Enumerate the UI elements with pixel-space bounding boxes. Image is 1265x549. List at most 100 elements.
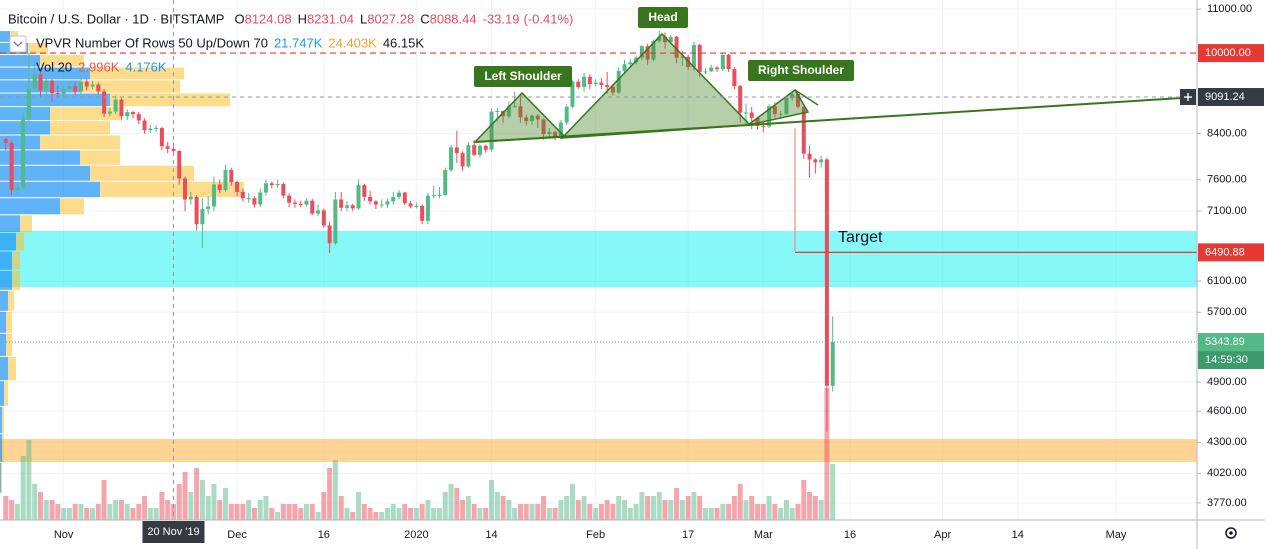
candle-body — [610, 87, 615, 93]
profile-up — [0, 434, 2, 462]
candle-body — [576, 81, 581, 88]
legend-text: Vol 20 — [36, 59, 72, 74]
volume-bar — [61, 508, 67, 520]
volume-bar — [535, 504, 541, 520]
volume-bar — [223, 488, 229, 520]
candle-body — [310, 200, 315, 214]
legend-text: VPVR Number Of Rows 50 Up/Down 70 — [36, 35, 268, 50]
candle-body — [431, 195, 436, 197]
volume-bar — [286, 504, 292, 520]
legend-text: 46.15K — [383, 35, 425, 50]
legend-text: 8124.08 — [245, 11, 292, 26]
candle-body — [570, 81, 575, 107]
collapse-button[interactable] — [9, 35, 27, 53]
volume-bar — [598, 504, 604, 520]
volume-bar — [390, 504, 396, 520]
crosshair-add-icon — [1184, 93, 1192, 102]
volume-bar — [72, 504, 78, 520]
legend-text: 2.996K — [78, 59, 120, 74]
candle-body — [107, 111, 112, 114]
volume-bar — [361, 504, 367, 520]
candle-body — [113, 99, 118, 112]
volume-bar — [460, 500, 466, 520]
volume-bar — [633, 504, 639, 520]
crosshair-date-bg — [142, 521, 205, 543]
countdown: 14:59:30 — [1205, 354, 1248, 366]
candle-body — [171, 148, 176, 151]
volume-bar — [824, 388, 830, 520]
profile-up — [0, 215, 20, 233]
candle-body — [159, 128, 164, 147]
volume-bar — [818, 500, 824, 520]
candle-body — [90, 84, 95, 87]
candle-body — [96, 84, 101, 92]
candle-body — [402, 192, 407, 204]
profile-down — [90, 165, 194, 181]
price-label-bg — [1198, 243, 1264, 262]
profile-up — [0, 270, 12, 290]
candle-body — [269, 183, 274, 186]
candle-body — [489, 111, 494, 150]
candle-body — [541, 119, 546, 135]
volume-bar — [188, 492, 194, 520]
candle-body — [136, 114, 141, 121]
volume-bar — [344, 508, 350, 520]
volume-bar — [529, 504, 535, 520]
candle-body — [691, 44, 696, 68]
volume-bar — [251, 508, 257, 520]
legend: Bitcoin / U.S. Dollar · 1D · BITSTAMP O 81… — [8, 11, 573, 74]
volume-bar — [662, 500, 668, 520]
candle-body — [425, 195, 430, 221]
volume-bar — [211, 484, 217, 520]
profile-up — [0, 356, 8, 381]
x-tick-label: 17 — [682, 529, 694, 541]
volume-bar — [113, 500, 119, 520]
profile-up — [0, 150, 80, 165]
volume-bar — [766, 496, 772, 520]
volume-bar — [147, 508, 153, 520]
x-tick-label: 14 — [485, 529, 497, 541]
volume-bar — [84, 508, 90, 520]
volume-bar — [783, 500, 789, 520]
profile-up — [0, 462, 1, 493]
candle-body — [784, 98, 789, 115]
profile-down — [2, 406, 4, 434]
axes: 11000.00 8400.00 7600.00 7100.00 6100.00 5700… — [54, 3, 1264, 543]
candle-body — [223, 170, 228, 191]
candle-body — [506, 106, 511, 117]
time-axis-bg — [0, 520, 1265, 549]
candle-body — [119, 99, 124, 117]
candle-body — [414, 205, 419, 207]
callout-box — [748, 60, 854, 81]
settings-button[interactable] — [1225, 527, 1237, 539]
legend-text: 8231.04 — [307, 11, 354, 26]
candle-body — [819, 159, 824, 163]
volume-bar — [332, 460, 338, 520]
volume-bar — [731, 496, 737, 520]
volume-bar — [396, 508, 402, 520]
volume-bar — [356, 492, 362, 520]
candle-body — [587, 76, 592, 85]
profile-down — [2, 434, 4, 462]
gear-icon — [1225, 527, 1237, 539]
candle-body — [807, 153, 812, 160]
price-label-bg — [1198, 333, 1264, 352]
volume-bar — [78, 504, 84, 520]
profile-down — [1, 462, 2, 493]
volume-bar — [95, 504, 101, 520]
volume-bar — [448, 484, 454, 520]
candle-body — [651, 41, 656, 60]
candle-body — [778, 114, 783, 116]
candle-body — [50, 80, 55, 94]
callout-text: Left Shoulder — [484, 69, 562, 83]
volume-bar — [338, 496, 344, 520]
volume-bar — [350, 512, 356, 520]
volume-bar — [107, 504, 113, 520]
volume-bar — [679, 500, 685, 520]
profile-down — [40, 55, 84, 67]
profile-down — [12, 270, 20, 290]
candle-body — [738, 86, 743, 113]
candle-body — [292, 202, 297, 204]
y-tick-label: 7100.00 — [1207, 205, 1247, 217]
